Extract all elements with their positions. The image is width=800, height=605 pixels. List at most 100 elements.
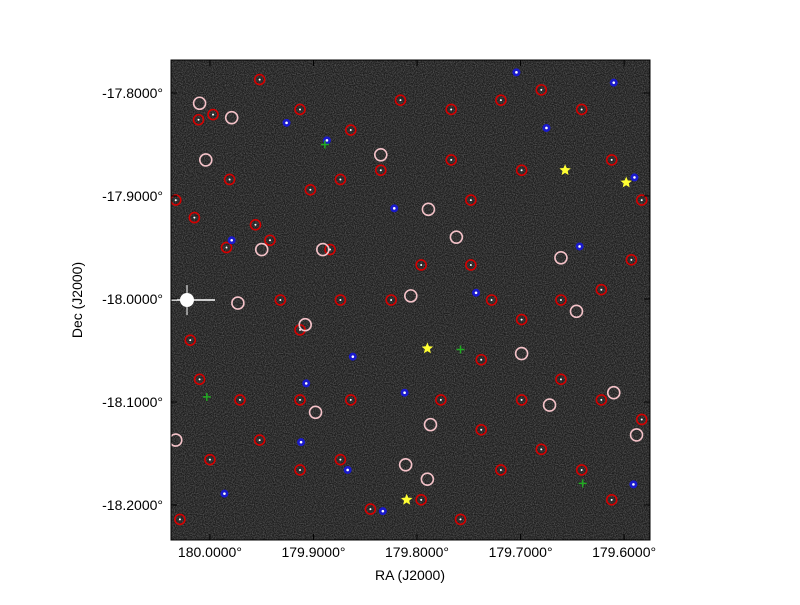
source-circle: [554, 250, 568, 265]
source-core: [420, 263, 423, 266]
source-ring: [495, 94, 507, 106]
source-ring: [249, 219, 262, 231]
source-plus: [320, 140, 329, 149]
source-core: [480, 358, 483, 361]
source-core: [630, 258, 633, 261]
source-ring: [364, 503, 377, 515]
source-ring: [595, 283, 608, 296]
source-ring: [344, 124, 357, 136]
source-core: [469, 199, 472, 202]
source-core: [640, 199, 643, 202]
source-core: [474, 291, 478, 295]
source-ring: [625, 254, 638, 266]
source-circle: [606, 385, 621, 400]
source-core: [379, 169, 382, 172]
source-ring: [575, 464, 588, 476]
source-ring: [344, 394, 357, 406]
source-core: [198, 378, 201, 381]
source-star: [559, 164, 571, 176]
source-ring: [207, 108, 219, 121]
source-core: [545, 126, 548, 130]
source-ring: [192, 113, 205, 126]
source-ring: [575, 103, 588, 116]
source-ring: [515, 394, 528, 406]
source-star: [421, 342, 434, 354]
source-core: [225, 246, 228, 249]
source-ring: [294, 103, 306, 116]
source-ring: [204, 453, 216, 466]
source-circle: [373, 147, 388, 162]
source-core: [208, 458, 211, 461]
source-ring: [475, 423, 488, 436]
source-core: [369, 508, 372, 511]
x-tick-label: 180.0000°: [178, 544, 242, 560]
source-core: [238, 398, 241, 401]
source-core: [189, 339, 192, 342]
source-ring: [304, 183, 317, 196]
source-core: [309, 188, 312, 191]
y-tick-label: -18.1000°: [102, 394, 163, 410]
source-circle: [198, 153, 213, 167]
source-circle: [398, 458, 413, 472]
source-circle: [423, 417, 438, 432]
source-core: [230, 238, 233, 242]
source-ring: [220, 241, 233, 254]
source-core: [349, 398, 352, 401]
source-core: [392, 207, 396, 210]
source-core: [212, 113, 215, 116]
y-tick-label: -17.8000°: [102, 85, 163, 101]
source-core: [299, 468, 302, 471]
source-core: [520, 398, 523, 401]
source-ring: [535, 84, 548, 96]
source-ring: [635, 413, 648, 426]
source-core: [325, 139, 329, 142]
source-core: [339, 299, 342, 301]
source-core: [299, 398, 302, 401]
source-ring: [515, 313, 528, 326]
source-core: [520, 169, 523, 172]
source-core: [580, 108, 583, 111]
source-ring: [174, 513, 186, 526]
source-core: [285, 121, 288, 125]
source-ring: [515, 164, 528, 177]
source-core: [223, 492, 226, 495]
source-ring: [465, 194, 477, 206]
source-ring: [595, 394, 608, 406]
source-ring: [454, 513, 467, 526]
source-plus: [578, 479, 587, 488]
source-ring: [188, 211, 201, 224]
source-core: [299, 108, 302, 111]
source-circle: [231, 296, 245, 310]
source-ring: [334, 294, 347, 306]
source-core: [612, 81, 616, 84]
source-circle: [254, 242, 269, 257]
source-ring: [223, 173, 236, 186]
source-ring: [445, 154, 457, 166]
source-core: [178, 518, 181, 521]
source-circle: [224, 110, 239, 125]
source-core: [381, 509, 385, 513]
source-core: [632, 483, 635, 486]
source-ring: [274, 294, 287, 306]
source-circle: [542, 398, 557, 412]
source-core: [578, 245, 581, 248]
source-ring: [294, 464, 306, 476]
source-core: [520, 318, 523, 321]
source-core: [304, 382, 308, 385]
source-core: [399, 99, 402, 102]
source-ring: [445, 103, 457, 116]
source-circle: [171, 433, 183, 447]
source-core: [490, 299, 493, 301]
source-ring: [324, 243, 336, 256]
source-core: [420, 498, 423, 501]
source-ring: [394, 94, 407, 106]
source-core: [228, 178, 231, 181]
source-core: [600, 398, 603, 401]
x-tick-label: 179.6000°: [592, 544, 656, 560]
source-ring: [605, 494, 618, 506]
source-ring: [253, 434, 266, 446]
source-ring: [334, 173, 347, 186]
source-core: [258, 78, 261, 81]
source-core: [499, 468, 502, 471]
